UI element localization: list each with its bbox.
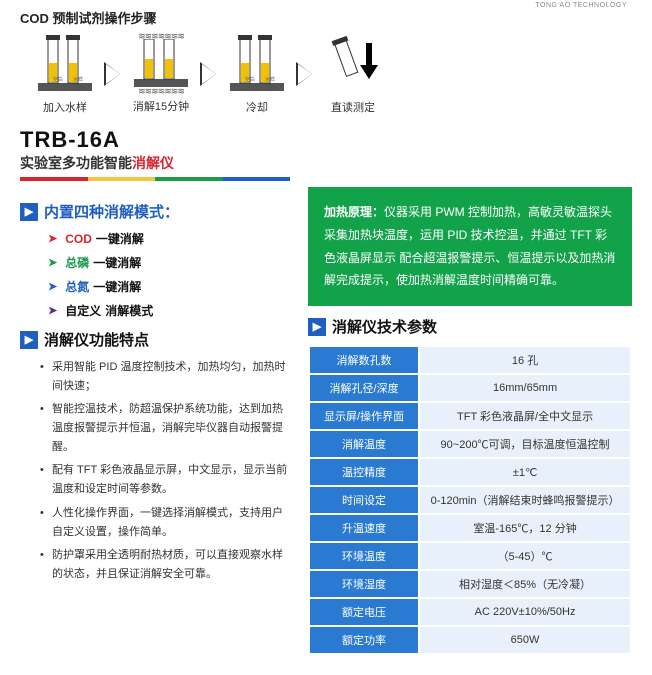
model-name: TRB-16A bbox=[20, 127, 632, 153]
spec-value: （5-45）℃ bbox=[420, 543, 630, 569]
spec-value: 0-120min（消解结束时蜂鸣报警提示） bbox=[420, 487, 630, 513]
arrow-icon: ➤ bbox=[48, 232, 57, 245]
modes-heading: ▶ 内置四种消解模式： bbox=[20, 201, 290, 222]
arrow-icon: ➤ bbox=[48, 280, 57, 293]
specs-heading: ▶ 消解仪技术参数 bbox=[308, 316, 632, 337]
table-row: 升温速度室温-165℃，12 分钟 bbox=[310, 515, 630, 541]
mode-item: ➤ 自定义消解模式 bbox=[48, 302, 290, 319]
spec-key: 消解孔径/深度 bbox=[310, 375, 418, 401]
features-list: 采用智能 PID 温度控制技术，加热均匀，加热时间快速； 智能控温技术，防超温保护… bbox=[20, 358, 290, 584]
step-2-label: 消解15分钟 bbox=[133, 98, 189, 114]
features-heading: ▶ 消解仪功能特点 bbox=[20, 329, 290, 350]
mode-rest: 消解模式 bbox=[105, 302, 153, 319]
spec-value: TFT 彩色液晶屏/全中文显示 bbox=[420, 403, 630, 429]
mode-item: ➤ 总磷一键消解 bbox=[48, 254, 290, 271]
mode-rest: 一键消解 bbox=[93, 278, 141, 295]
arrow-icon: ▶ bbox=[20, 203, 38, 221]
arrow-icon bbox=[106, 64, 120, 84]
spec-value: 90~200℃可调，目标温度恒温控制 bbox=[420, 431, 630, 457]
step-3: 空白 水样 冷却 bbox=[222, 33, 292, 115]
svg-text:空白: 空白 bbox=[53, 76, 63, 83]
table-row: 环境温度（5-45）℃ bbox=[310, 543, 630, 569]
table-row: 显示屏/操作界面TFT 彩色液晶屏/全中文显示 bbox=[310, 403, 630, 429]
feature-item: 配有 TFT 彩色液晶显示屏，中文显示，显示当前温度和设定时间等参数。 bbox=[40, 461, 290, 498]
cod-steps-title: COD 预制试剂操作步骤 bbox=[20, 8, 632, 27]
spec-value: AC 220V±10%/50Hz bbox=[420, 599, 630, 625]
step-4-label: 直读测定 bbox=[331, 99, 375, 115]
principle-box: 加热原理：仪器采用 PWM 控制加热，高敏灵敏温探头采集加热块温度，运用 PID… bbox=[308, 187, 632, 306]
table-row: 时间设定0-120min（消解结束时蜂鸣报警提示） bbox=[310, 487, 630, 513]
table-row: 温控精度±1℃ bbox=[310, 459, 630, 485]
mode-keyword: 自定义 bbox=[65, 302, 101, 319]
features-heading-text: 消解仪功能特点 bbox=[44, 329, 149, 350]
subtitle-red: 消解仪 bbox=[132, 155, 174, 171]
svg-text:空白: 空白 bbox=[245, 76, 255, 83]
spec-value: 室温-165℃，12 分钟 bbox=[420, 515, 630, 541]
feature-item: 采用智能 PID 温度控制技术，加热均匀，加热时间快速； bbox=[40, 358, 290, 395]
svg-text:水样: 水样 bbox=[73, 76, 83, 83]
arrow-icon bbox=[202, 64, 216, 84]
spec-key: 温控精度 bbox=[310, 459, 418, 485]
arrow-icon: ➤ bbox=[48, 304, 57, 317]
mode-keyword: COD bbox=[65, 232, 92, 246]
product-heading: TRB-16A 实验室多功能智能消解仪 bbox=[20, 127, 632, 181]
table-row: 消解孔径/深度16mm/65mm bbox=[310, 375, 630, 401]
spec-value: ±1℃ bbox=[420, 459, 630, 485]
subtitle-black: 实验室多功能智能 bbox=[20, 155, 132, 171]
feature-item: 人性化操作界面，一键选择消解模式，支持用户自定义设置，操作简单。 bbox=[40, 504, 290, 541]
spec-key: 升温速度 bbox=[310, 515, 418, 541]
mode-keyword: 总氮 bbox=[65, 278, 89, 295]
principle-title: 加热原理： bbox=[324, 205, 384, 219]
insert-meter-icon bbox=[318, 33, 388, 95]
table-row: 额定电压AC 220V±10%/50Hz bbox=[310, 599, 630, 625]
arrow-icon: ➤ bbox=[48, 256, 57, 269]
step-3-label: 冷却 bbox=[246, 99, 268, 115]
tubes-icon: 空白 水样 bbox=[30, 33, 100, 95]
arrow-icon: ▶ bbox=[20, 331, 38, 349]
spec-key: 额定功率 bbox=[310, 627, 418, 653]
brand-text: TONG AO TECHNOLOGY bbox=[535, 2, 627, 9]
heat-waves-icon: ≋≋≋≋≋≋≋ bbox=[138, 89, 184, 94]
steps-row: 空白 水样 加入水样 ≋≋≋≋≋≋≋ ≋≋≋≋≋≋≋ 消解15分钟 bbox=[30, 33, 632, 115]
spec-value: 16mm/65mm bbox=[420, 375, 630, 401]
step-2: ≋≋≋≋≋≋≋ ≋≋≋≋≋≋≋ 消解15分钟 bbox=[126, 34, 196, 115]
step-4: 直读测定 bbox=[318, 33, 388, 115]
spec-value: 相对湿度＜85%（无冷凝） bbox=[420, 571, 630, 597]
step-1-label: 加入水样 bbox=[43, 99, 87, 115]
specs-table: 消解数孔数16 孔消解孔径/深度16mm/65mm显示屏/操作界面TFT 彩色液… bbox=[308, 345, 632, 655]
mode-item: ➤ COD 一键消解 bbox=[48, 230, 290, 247]
tubes-cooling-icon: 空白 水样 bbox=[222, 33, 292, 95]
table-row: 额定功率650W bbox=[310, 627, 630, 653]
table-row: 消解数孔数16 孔 bbox=[310, 347, 630, 373]
arrow-icon: ▶ bbox=[308, 318, 326, 336]
table-row: 环境湿度相对湿度＜85%（无冷凝） bbox=[310, 571, 630, 597]
mode-keyword: 总磷 bbox=[65, 254, 89, 271]
spec-key: 额定电压 bbox=[310, 599, 418, 625]
mode-item: ➤ 总氮一键消解 bbox=[48, 278, 290, 295]
spec-key: 消解温度 bbox=[310, 431, 418, 457]
modes-list: ➤COD一键消解➤总磷一键消解➤总氮一键消解➤自定义消解模式 bbox=[20, 230, 290, 319]
color-bar bbox=[20, 177, 290, 181]
spec-value: 16 孔 bbox=[420, 347, 630, 373]
table-row: 消解温度90~200℃可调，目标温度恒温控制 bbox=[310, 431, 630, 457]
spec-key: 环境温度 bbox=[310, 543, 418, 569]
svg-text:水样: 水样 bbox=[265, 76, 275, 83]
step-1: 空白 水样 加入水样 bbox=[30, 33, 100, 115]
arrow-icon bbox=[298, 64, 312, 84]
tubes-heating-icon bbox=[126, 39, 196, 89]
mode-rest: 一键消解 bbox=[96, 230, 144, 247]
modes-heading-text: 内置四种消解模式： bbox=[44, 201, 179, 222]
specs-heading-text: 消解仪技术参数 bbox=[332, 316, 437, 337]
feature-item: 智能控温技术，防超温保护系统功能，达到加热温度报警提示并恒温，消解完毕仪器自动报… bbox=[40, 400, 290, 456]
spec-key: 显示屏/操作界面 bbox=[310, 403, 418, 429]
spec-key: 环境湿度 bbox=[310, 571, 418, 597]
feature-item: 防护罩采用全透明耐热材质，可以直接观察水样的状态，并且保证消解安全可靠。 bbox=[40, 546, 290, 583]
spec-value: 650W bbox=[420, 627, 630, 653]
mode-rest: 一键消解 bbox=[93, 254, 141, 271]
spec-key: 消解数孔数 bbox=[310, 347, 418, 373]
spec-key: 时间设定 bbox=[310, 487, 418, 513]
